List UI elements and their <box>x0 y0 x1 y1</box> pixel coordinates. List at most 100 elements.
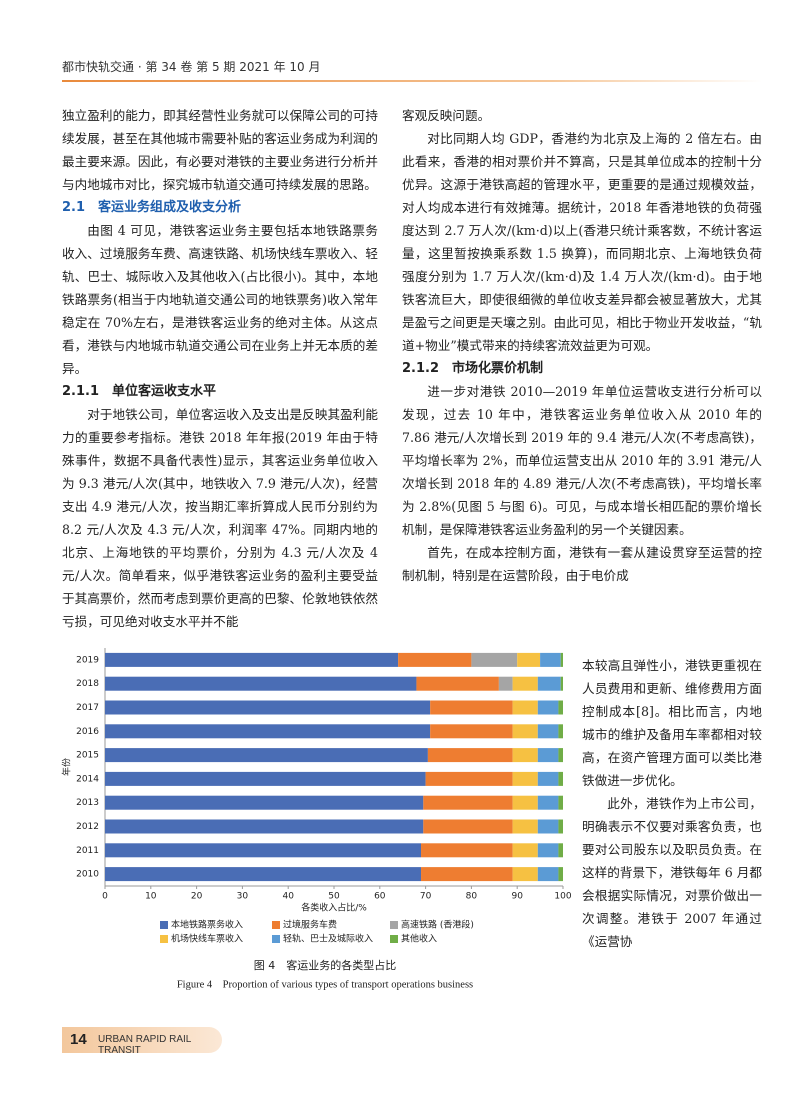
y-tick-label: 2015 <box>76 751 99 761</box>
bar-segment <box>512 771 538 786</box>
bar-segment <box>537 724 559 739</box>
bar-segment <box>105 843 422 858</box>
bar-segment <box>498 676 513 691</box>
bar-segment <box>512 748 538 763</box>
bar-segment <box>105 771 426 786</box>
bar-segment <box>558 843 563 858</box>
bar-segment <box>105 748 428 763</box>
x-axis-label: 各类收入占比/% <box>301 902 367 914</box>
bar-segment <box>558 724 563 739</box>
bar-segment <box>427 748 513 763</box>
x-tick-label: 50 <box>328 892 340 902</box>
bar-segment <box>421 867 513 882</box>
legend-label: 过境服务车费 <box>283 919 337 931</box>
paragraph: 首先，在成本控制方面，港铁有一套从建设贯穿至运营的控制机制，特别是在运营阶段，由… <box>402 545 762 583</box>
x-tick-label: 10 <box>145 892 157 902</box>
y-tick-label: 2010 <box>76 870 99 880</box>
legend-swatch <box>272 921 280 929</box>
x-tick-label: 100 <box>554 892 571 902</box>
paragraph: 本较高且弹性小，港铁更重视在人员费用和更新、维修费用方面控制成本[8]。相比而言… <box>582 658 762 788</box>
y-tick-label: 2011 <box>76 846 99 856</box>
bar-segment <box>423 795 513 810</box>
paragraph: 对于地铁公司，单位客运收入及支出是反映其盈利能力的重要参考指标。港铁 2018 … <box>62 407 378 629</box>
legend-swatch <box>272 935 280 943</box>
bar-segment <box>537 700 559 715</box>
legend-label: 高速铁路 (香港段) <box>401 919 474 931</box>
legend-swatch <box>390 921 398 929</box>
section-heading: 2.1.2 市场化票价机制 <box>402 361 544 376</box>
bar-segment <box>471 652 518 667</box>
x-tick-label: 20 <box>191 892 203 902</box>
bar-segment <box>558 819 563 834</box>
running-header: 都市快轨交通 · 第 34 卷 第 5 期 2021 年 10 月 <box>62 60 321 74</box>
paragraph: 此外，港铁作为上市公司，明确表示不仅要对乘客负责，也要对公司股东以及职员负责。在… <box>582 796 762 949</box>
bar-segment <box>430 724 513 739</box>
y-tick-label: 2017 <box>76 703 99 713</box>
bar-segment <box>537 676 561 691</box>
y-tick-label: 2016 <box>76 727 99 737</box>
y-tick-label: 2014 <box>76 774 99 784</box>
bar-segment <box>105 676 417 691</box>
bar-segment <box>540 652 561 667</box>
right-column: 客观反映问题。对比同期人均 GDP，香港约为北京及上海的 2 倍左右。由此看来，… <box>402 104 762 587</box>
bar-segment <box>105 700 431 715</box>
bar-segment <box>512 724 538 739</box>
bar-segment <box>105 652 399 667</box>
journal-name: URBAN RAPID RAIL TRANSIT <box>98 1034 191 1056</box>
bar-segment <box>537 795 559 810</box>
paragraph: 进一步对港铁 2010—2019 年单位运营收支进行分析可以发现，过去 10 年… <box>402 384 762 537</box>
paragraph: 独立盈利的能力，即其经营性业务就可以保障公司的可持续发展，甚至在其他城市需要补贴… <box>62 108 378 192</box>
bar-segment <box>512 867 538 882</box>
figure-caption-en: Figure 4 Proportion of various types of … <box>177 979 473 990</box>
legend-label: 机场快线车票收入 <box>171 933 243 945</box>
bar-segment <box>512 795 538 810</box>
paragraph: 对比同期人均 GDP，香港约为北京及上海的 2 倍左右。由此看来，香港的相对票价… <box>402 131 762 353</box>
bar-segment <box>537 843 559 858</box>
y-tick-label: 2013 <box>76 798 99 808</box>
bar-segment <box>105 724 431 739</box>
bar-segment <box>537 867 559 882</box>
bar-segment <box>558 867 563 882</box>
bar-segment <box>430 700 513 715</box>
header-rule <box>62 80 762 82</box>
narrow-column: 本较高且弹性小，港铁更重视在人员费用和更新、维修费用方面控制成本[8]。相比而言… <box>582 654 762 953</box>
x-tick-label: 30 <box>237 892 249 902</box>
bar-segment <box>558 771 563 786</box>
figure-caption: 图 4 客运业务的各类型占比 <box>254 958 397 972</box>
figure: 0 10 20 30 40 50 60 70 80 90 100 各类收入占比/% 年份 2010 2011… <box>61 648 572 990</box>
x-tick-label: 90 <box>511 892 523 902</box>
bar-segment <box>398 652 472 667</box>
bar-segment <box>558 700 563 715</box>
bar-segment <box>512 676 538 691</box>
section-heading: 2.1 客运业务组成及收支分析 <box>62 200 242 215</box>
y-tick-label: 2019 <box>76 655 99 665</box>
bar-segment <box>558 795 563 810</box>
bar-segment <box>416 676 499 691</box>
footer: 14 URBAN RAPID RAIL TRANSIT <box>62 1027 222 1056</box>
bar-segment <box>537 819 559 834</box>
left-column: 独立盈利的能力，即其经营性业务就可以保障公司的可持续发展，甚至在其他城市需要补贴… <box>62 104 378 633</box>
bar-segment <box>512 843 538 858</box>
page-number: 14 <box>70 1031 87 1048</box>
bar-segment <box>421 843 513 858</box>
bar-segment <box>560 652 563 667</box>
x-tick-label: 60 <box>374 892 386 902</box>
x-tick-label: 70 <box>420 892 432 902</box>
paragraph: 由图 4 可见，港铁客运业务主要包括本地铁路票务收入、过境服务车费、高速铁路、机… <box>62 223 378 376</box>
y-tick-label: 2018 <box>76 679 99 689</box>
legend-swatch <box>390 935 398 943</box>
bar-segment <box>560 676 563 691</box>
bar-segment <box>105 819 424 834</box>
bar-segment <box>512 819 538 834</box>
legend-swatch <box>160 921 168 929</box>
paragraph: 客观反映问题。 <box>402 108 491 123</box>
section-heading: 2.1.1 单位客运收支水平 <box>62 384 217 399</box>
x-tick-label: 0 <box>102 892 108 902</box>
bar-segment <box>537 748 559 763</box>
bar-segment <box>517 652 541 667</box>
legend-swatch <box>160 935 168 943</box>
y-tick-label: 2012 <box>76 822 99 832</box>
bar-segment <box>558 748 563 763</box>
bar-segment <box>425 771 513 786</box>
